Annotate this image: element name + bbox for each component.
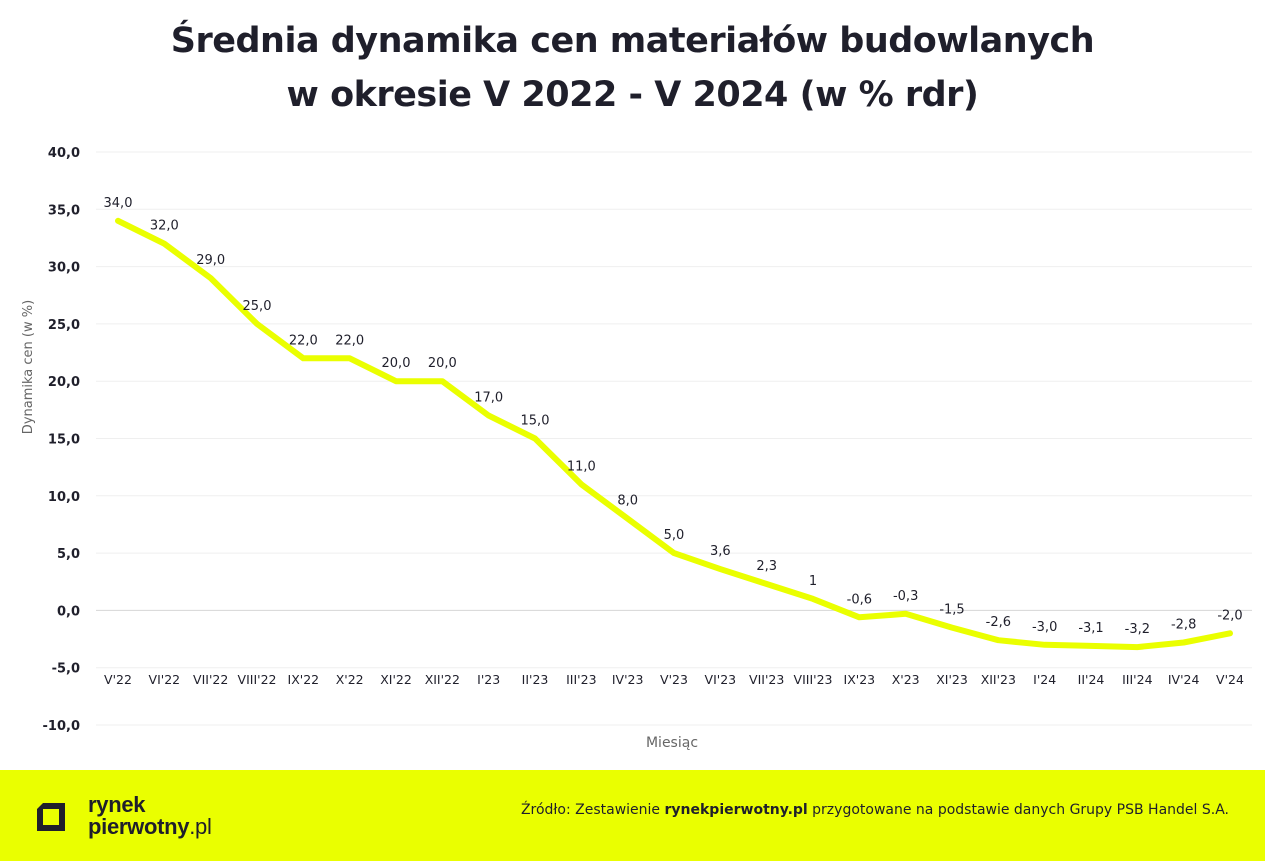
x-axis-ticks: V'22 VI'22 VII'22 VIII'22 IX'22 X'22 XI'22 XII'… xyxy=(104,672,1244,687)
logo-mark-icon xyxy=(37,803,65,831)
chart-title-line-1: Średnia dynamika cen materiałów budowlan… xyxy=(170,21,1095,61)
data-label: -2,8 xyxy=(1171,617,1196,632)
logo-wordmark: rynek pierwotny.pl xyxy=(88,794,212,838)
data-label: 17,0 xyxy=(474,391,503,406)
x-tick-label: VII'23 xyxy=(749,672,784,687)
data-label: 3,6 xyxy=(710,544,731,559)
y-tick-label: 35,0 xyxy=(48,203,80,218)
x-tick-label: IV'24 xyxy=(1168,672,1200,687)
x-tick-label: VI'22 xyxy=(149,672,181,687)
data-label: 5,0 xyxy=(664,528,685,543)
x-tick-label: V'23 xyxy=(660,672,688,687)
data-label: -3,1 xyxy=(1078,621,1103,636)
x-tick-label: II'23 xyxy=(522,672,549,687)
source-note: Źródło: Zestawienie rynekpierwotny.pl pr… xyxy=(521,802,1229,818)
data-label: 20,0 xyxy=(428,356,457,371)
data-label: 25,0 xyxy=(243,299,272,314)
x-tick-label: IX'22 xyxy=(288,672,320,687)
source-prefix: Źródło: Zestawienie xyxy=(520,802,665,818)
series-line xyxy=(115,217,1233,651)
data-label: 34,0 xyxy=(104,196,133,211)
logo-line-2: pierwotny xyxy=(88,814,190,839)
x-tick-label: XI'23 xyxy=(936,672,968,687)
logo-domain: .pl xyxy=(189,814,212,839)
y-tick-label: -5,0 xyxy=(52,662,80,677)
logo-line-1: rynek xyxy=(88,792,146,817)
y-axis-label: Dynamika cen (w %) xyxy=(21,300,36,434)
data-label: 20,0 xyxy=(382,356,411,371)
data-label: 32,0 xyxy=(150,219,179,234)
data-label: 15,0 xyxy=(521,414,550,429)
data-label: 11,0 xyxy=(567,459,596,474)
y-axis-ticks: 40,0 35,0 30,0 25,0 20,0 15,0 10,0 5,0 0,0 -5,0 -1… xyxy=(43,146,80,734)
source-suffix: przygotowane na podstawie danych Grupy P… xyxy=(807,802,1229,818)
grid-lines xyxy=(96,151,1252,726)
data-label: -2,6 xyxy=(986,615,1011,630)
data-label: -3,0 xyxy=(1032,620,1057,635)
line-chart: 40,035,030,025,020,015,010,05,00,0-5,0-1… xyxy=(21,146,1252,751)
y-tick-label: 40,0 xyxy=(48,146,80,161)
x-tick-label: V'22 xyxy=(104,672,132,687)
chart-title: Średnia dynamika cen materiałów budowlan… xyxy=(0,14,1265,122)
data-label: 2,3 xyxy=(756,559,777,574)
y-tick-label: 15,0 xyxy=(48,433,80,448)
x-tick-label: VII'22 xyxy=(193,672,228,687)
x-tick-label: V'24 xyxy=(1216,672,1244,687)
data-label: -1,5 xyxy=(939,603,964,618)
x-tick-label: III'23 xyxy=(566,672,596,687)
y-tick-label: 0,0 xyxy=(57,604,80,619)
y-tick-label: 20,0 xyxy=(48,375,80,390)
data-label: 22,0 xyxy=(335,333,364,348)
footer-bar: rynek pierwotny.pl Źródło: Zestawienie r… xyxy=(0,770,1265,861)
y-tick-label: 10,0 xyxy=(48,490,80,505)
data-label: 29,0 xyxy=(196,253,225,268)
x-tick-label: VI'23 xyxy=(705,672,737,687)
source-brand: rynekpierwotny.pl xyxy=(664,802,808,818)
x-tick-label: IV'23 xyxy=(612,672,644,687)
x-tick-label: I'23 xyxy=(477,672,500,687)
y-tick-label: 30,0 xyxy=(48,261,80,276)
x-axis-label: Miesiąc xyxy=(646,735,698,751)
data-labels: 34,032,029,025,022,0 22,020,0 20,017,015,0… xyxy=(104,196,1243,637)
x-tick-label: II'24 xyxy=(1078,672,1105,687)
y-tick-label: -10,0 xyxy=(43,719,80,734)
x-tick-label: VIII'22 xyxy=(238,672,277,687)
data-label: 1 xyxy=(809,574,817,589)
data-label: 22,0 xyxy=(289,333,318,348)
x-tick-label: XII'22 xyxy=(425,672,460,687)
x-tick-label: VIII'23 xyxy=(794,672,833,687)
x-tick-label: XII'23 xyxy=(981,672,1016,687)
y-tick-label: 25,0 xyxy=(48,318,80,333)
data-label: -3,2 xyxy=(1125,622,1150,637)
data-label: 8,0 xyxy=(617,494,638,509)
x-tick-label: IX'23 xyxy=(844,672,876,687)
y-tick-label: 5,0 xyxy=(57,547,80,562)
x-tick-label: I'24 xyxy=(1033,672,1056,687)
data-label: -2,0 xyxy=(1217,608,1242,623)
x-tick-label: XI'22 xyxy=(380,672,412,687)
chart-title-line-2: w okresie V 2022 - V 2024 (w % rdr) xyxy=(286,75,979,115)
x-tick-label: X'22 xyxy=(336,672,364,687)
data-label: -0,3 xyxy=(893,589,918,604)
data-label: -0,6 xyxy=(847,592,872,607)
x-tick-label: X'23 xyxy=(892,672,920,687)
x-tick-label: III'24 xyxy=(1122,672,1152,687)
